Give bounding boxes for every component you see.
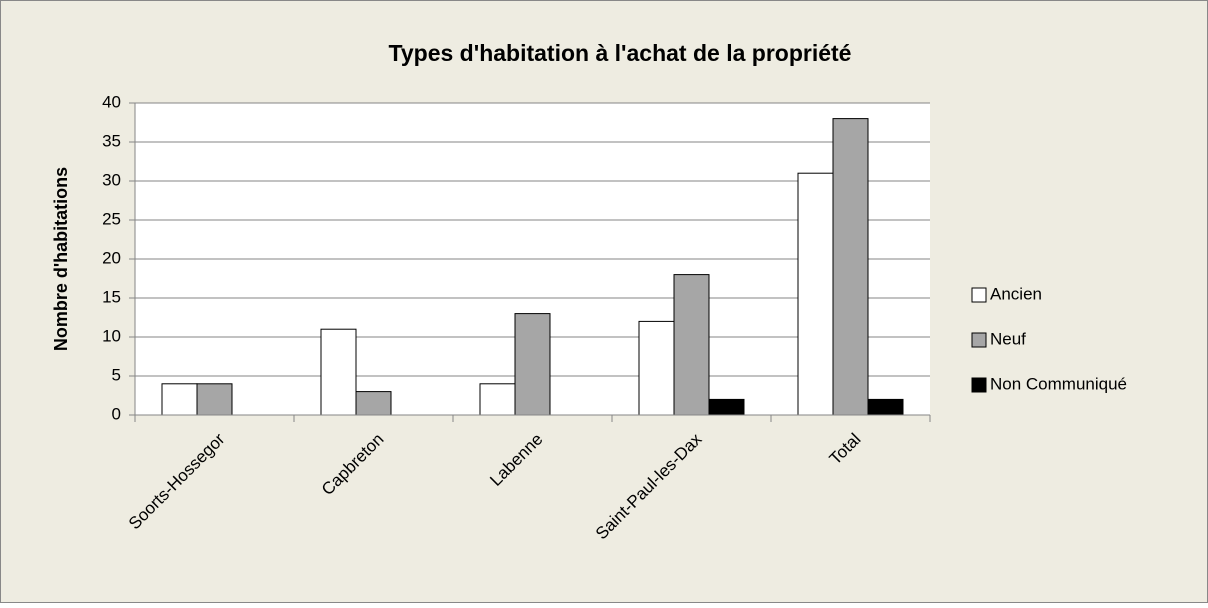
y-tick-label: 10: [102, 326, 121, 345]
bar: [797, 172, 834, 416]
legend-label: Ancien: [990, 284, 1042, 303]
bar: [320, 328, 357, 416]
bar: [638, 320, 675, 416]
bar: [867, 398, 904, 416]
bar: [161, 383, 198, 416]
y-axis-label: Nombre d'habitations: [51, 167, 71, 351]
y-tick-label: 20: [102, 248, 121, 267]
y-tick-label: 5: [112, 365, 121, 384]
bar: [673, 274, 710, 416]
chart-title: Types d'habitation à l'achat de la propr…: [389, 40, 852, 66]
bar: [708, 398, 745, 416]
legend-label: Neuf: [990, 329, 1026, 348]
legend-swatch: [971, 332, 987, 348]
legend-swatch: [971, 287, 987, 303]
y-tick-label: 35: [102, 131, 121, 150]
y-tick-label: 25: [102, 209, 121, 228]
y-tick-label: 40: [102, 92, 121, 111]
bar: [196, 383, 233, 416]
legend-swatch: [971, 377, 987, 393]
bar: [355, 391, 392, 416]
y-tick-label: 30: [102, 170, 121, 189]
y-tick-label: 0: [112, 404, 121, 423]
bar: [832, 118, 869, 416]
bar: [479, 383, 516, 416]
bar: [514, 313, 551, 416]
legend-label: Non Communiqué: [990, 374, 1127, 393]
y-tick-label: 15: [102, 287, 121, 306]
